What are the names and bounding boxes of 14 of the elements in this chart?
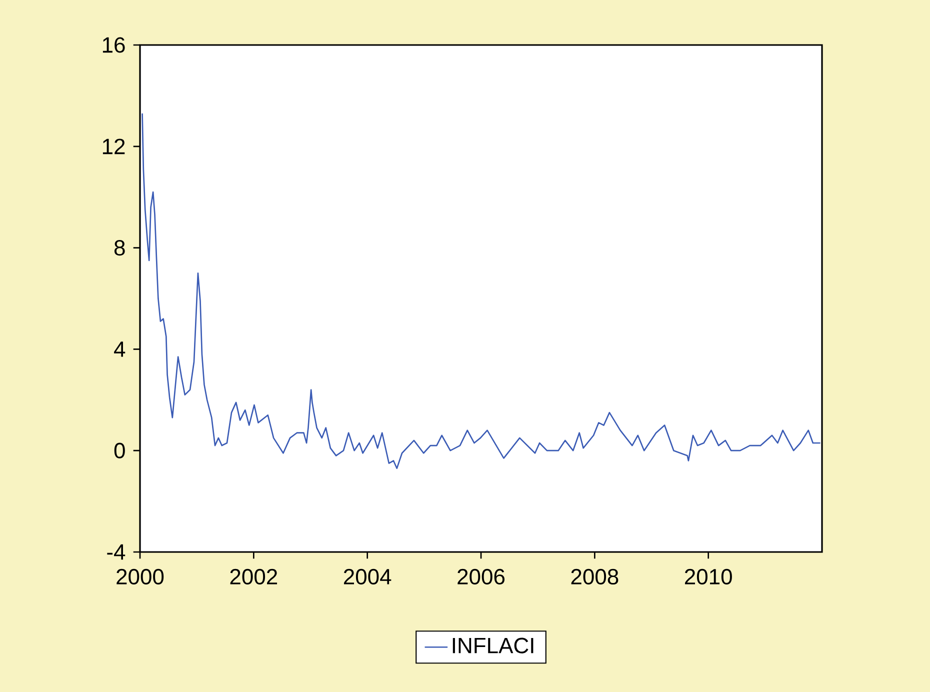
x-tick-label: 2004 — [344, 568, 392, 585]
x-tick-label: 2002 — [230, 568, 278, 585]
x-tick-label: 2008 — [571, 568, 618, 585]
y-tick-label: 12 — [102, 138, 125, 154]
y-tick-label: -4 — [107, 544, 126, 560]
x-tick-label: 2010 — [684, 568, 732, 585]
line-series — [142, 112, 821, 470]
y-tick-label: 16 — [102, 37, 125, 53]
x-tick-label: 2000 — [116, 568, 164, 585]
legend-label: INFLACI — [452, 638, 534, 654]
y-tick-label: 4 — [114, 342, 126, 357]
y-tick-label: 8 — [114, 240, 125, 256]
x-tick-label: 2006 — [458, 568, 505, 585]
y-tick-label: 0 — [114, 442, 125, 458]
